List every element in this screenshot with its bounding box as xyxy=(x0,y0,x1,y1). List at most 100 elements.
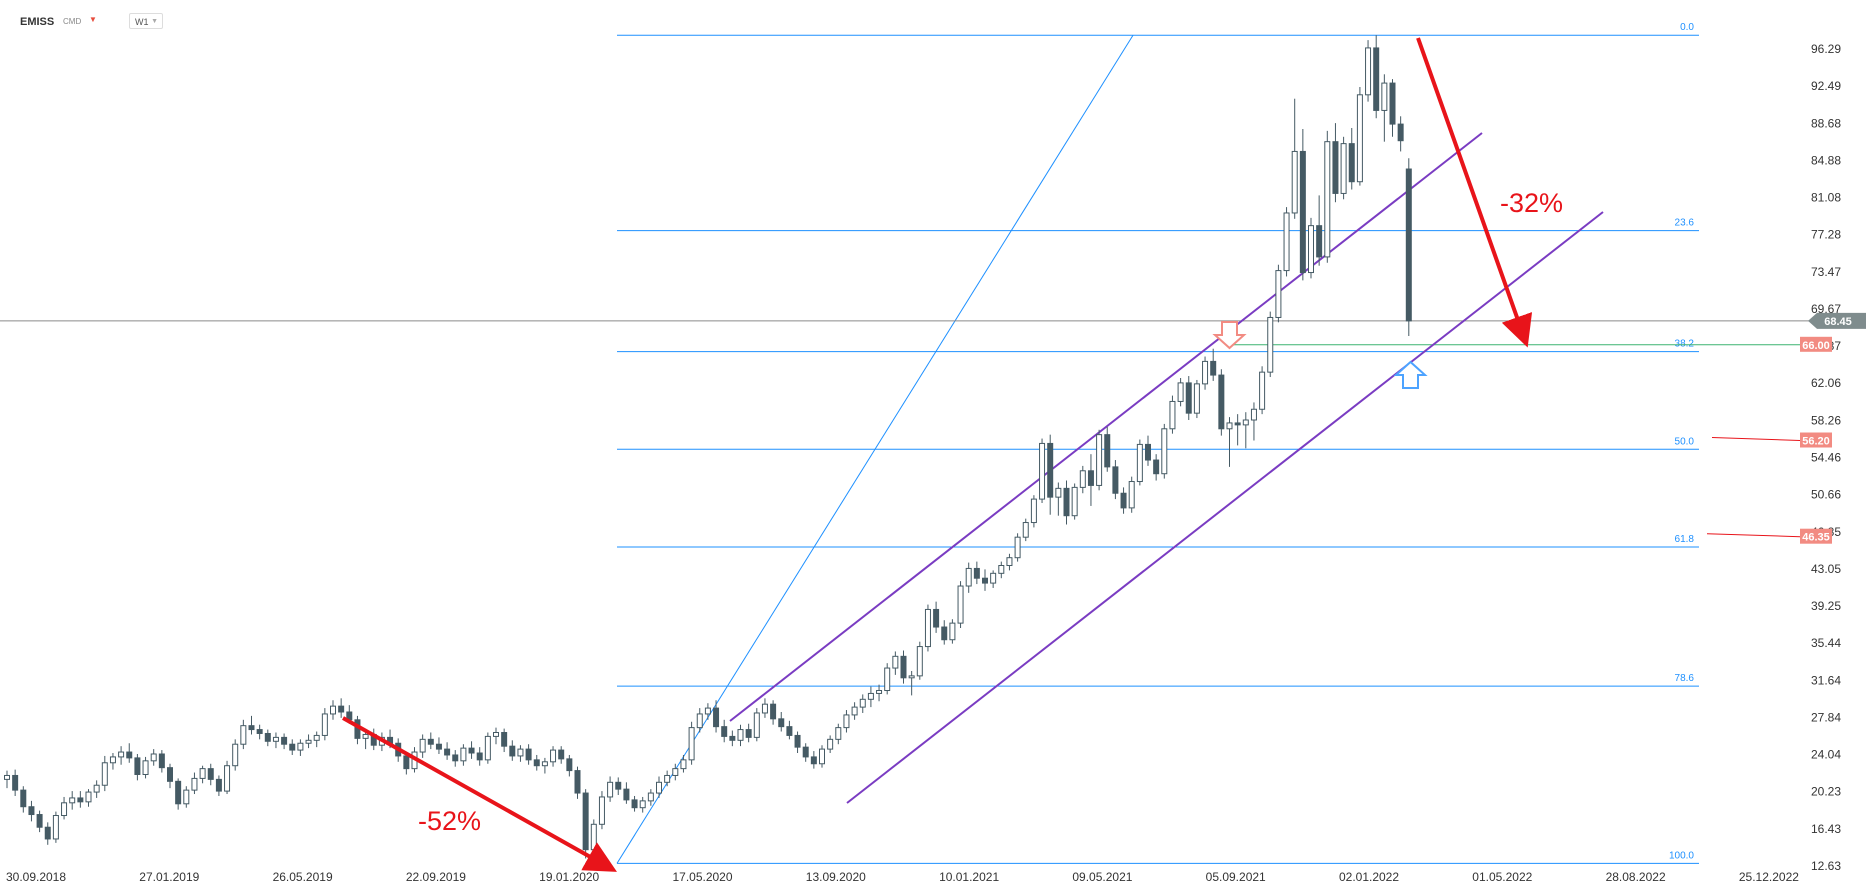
candle-body[interactable] xyxy=(933,608,940,628)
candle-body[interactable] xyxy=(321,713,328,736)
target-level-line[interactable] xyxy=(1706,533,1801,538)
candle-body[interactable] xyxy=(770,703,777,720)
candle-body[interactable] xyxy=(721,726,728,737)
candle-body[interactable] xyxy=(69,797,76,804)
candle-body[interactable] xyxy=(1381,82,1388,111)
candle-body[interactable] xyxy=(77,797,84,803)
candle-body[interactable] xyxy=(297,742,304,751)
candle-body[interactable] xyxy=(908,675,915,679)
candle-body[interactable] xyxy=(867,692,874,700)
candle-body[interactable] xyxy=(36,814,43,828)
candle-body[interactable] xyxy=(44,826,51,840)
candle-body[interactable] xyxy=(802,746,809,758)
candle-body[interactable] xyxy=(1275,270,1282,318)
candle-body[interactable] xyxy=(61,802,68,817)
candle-body[interactable] xyxy=(199,768,206,779)
candle-body[interactable] xyxy=(476,752,483,761)
candle-body[interactable] xyxy=(1250,408,1257,421)
candle-body[interactable] xyxy=(835,727,842,740)
candle-body[interactable] xyxy=(1128,481,1135,509)
candle-body[interactable] xyxy=(566,758,573,772)
candle-body[interactable] xyxy=(574,770,581,794)
down-arrow-32[interactable] xyxy=(1416,37,1533,348)
candle-body[interactable] xyxy=(28,806,35,816)
candle-body[interactable] xyxy=(533,759,540,767)
candle-body[interactable] xyxy=(1063,487,1070,517)
candle-body[interactable] xyxy=(1283,212,1290,272)
candle-body[interactable] xyxy=(924,608,931,648)
candle-body[interactable] xyxy=(167,767,173,782)
candle-body[interactable] xyxy=(900,655,907,679)
candle-body[interactable] xyxy=(403,755,410,770)
candle-body[interactable] xyxy=(876,690,883,694)
candle-body[interactable] xyxy=(158,753,165,769)
candle-body[interactable] xyxy=(85,791,92,803)
candle-body[interactable] xyxy=(1397,123,1404,142)
candle-body[interactable] xyxy=(118,751,125,758)
candle-body[interactable] xyxy=(1202,360,1209,385)
candle-body[interactable] xyxy=(647,792,654,802)
candle-body[interactable] xyxy=(1405,168,1412,322)
candle-body[interactable] xyxy=(150,753,157,762)
candle-body[interactable] xyxy=(998,565,1005,574)
candle-body[interactable] xyxy=(827,738,834,750)
candle-body[interactable] xyxy=(1153,459,1160,475)
candle-body[interactable] xyxy=(1316,225,1323,258)
candle-body[interactable] xyxy=(729,735,736,741)
candle-body[interactable] xyxy=(1022,522,1029,538)
candle-body[interactable] xyxy=(1014,536,1021,559)
candle-body[interactable] xyxy=(134,757,141,775)
candle-body[interactable] xyxy=(362,733,369,739)
candle-body[interactable] xyxy=(484,735,491,761)
current-price-badge[interactable] xyxy=(1808,312,1866,329)
candle-body[interactable] xyxy=(224,765,231,792)
candle-body[interactable] xyxy=(761,703,768,714)
candle-body[interactable] xyxy=(1136,443,1143,483)
candle-body[interactable] xyxy=(639,800,646,809)
candle-body[interactable] xyxy=(1112,466,1119,494)
candle-body[interactable] xyxy=(305,739,312,744)
candle-body[interactable] xyxy=(590,823,597,851)
candle-body[interactable] xyxy=(240,725,247,745)
candle-body[interactable] xyxy=(427,738,434,745)
candle-body[interactable] xyxy=(1348,143,1355,183)
candle-body[interactable] xyxy=(794,734,801,748)
candle-body[interactable] xyxy=(435,743,442,750)
candle-body[interactable] xyxy=(1259,371,1266,410)
level-badge-56[interactable] xyxy=(1800,432,1832,448)
candle-body[interactable] xyxy=(1389,82,1396,125)
candle-body[interactable] xyxy=(582,792,589,851)
candle-body[interactable] xyxy=(444,748,451,756)
candle-body[interactable] xyxy=(623,788,630,801)
candle-body[interactable] xyxy=(1234,422,1241,426)
candle-body[interactable] xyxy=(1340,143,1347,194)
candle-body[interactable] xyxy=(1096,434,1103,486)
candle-body[interactable] xyxy=(949,622,956,641)
candle-body[interactable] xyxy=(215,778,222,792)
candle-body[interactable] xyxy=(1299,150,1306,274)
candle-body[interactable] xyxy=(965,567,972,587)
candle-body[interactable] xyxy=(1177,382,1184,402)
candle-body[interactable] xyxy=(1047,442,1054,498)
candle-body[interactable] xyxy=(884,667,891,692)
candle-body[interactable] xyxy=(1193,383,1200,414)
candle-body[interactable] xyxy=(786,726,793,736)
candle-body[interactable] xyxy=(1324,141,1331,258)
candle-body[interactable] xyxy=(1030,498,1037,524)
candle-body[interactable] xyxy=(1071,486,1078,517)
candle-body[interactable] xyxy=(1332,141,1339,194)
candle-body[interactable] xyxy=(256,729,263,734)
candle-body[interactable] xyxy=(1087,470,1094,486)
candle-body[interactable] xyxy=(517,748,524,757)
candle-body[interactable] xyxy=(313,734,320,741)
candle-body[interactable] xyxy=(607,781,614,798)
candle-body[interactable] xyxy=(109,756,116,764)
candle-body[interactable] xyxy=(183,789,190,805)
candle-body[interactable] xyxy=(558,749,565,760)
candle-body[interactable] xyxy=(460,747,467,762)
channel-upper-line[interactable] xyxy=(729,132,1483,722)
candle-body[interactable] xyxy=(1218,374,1225,430)
candle-body[interactable] xyxy=(704,707,711,715)
candle-body[interactable] xyxy=(1365,47,1372,96)
